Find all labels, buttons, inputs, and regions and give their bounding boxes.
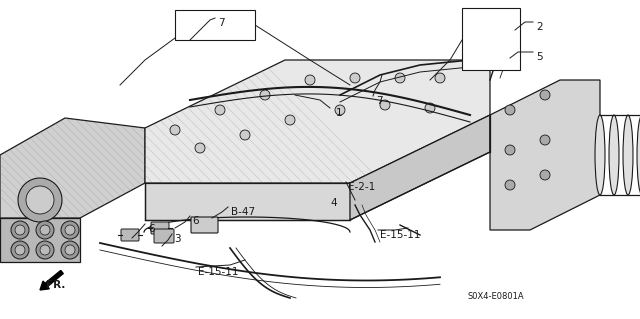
Text: E-15-11: E-15-11 xyxy=(198,267,239,277)
Circle shape xyxy=(540,90,550,100)
Circle shape xyxy=(15,225,25,235)
Polygon shape xyxy=(350,115,490,220)
FancyBboxPatch shape xyxy=(151,222,169,234)
Text: FR.: FR. xyxy=(46,280,65,290)
Circle shape xyxy=(395,73,405,83)
Circle shape xyxy=(61,241,79,259)
Text: 5: 5 xyxy=(536,52,543,62)
Circle shape xyxy=(65,245,75,255)
Circle shape xyxy=(260,90,270,100)
Polygon shape xyxy=(0,218,80,262)
Polygon shape xyxy=(175,10,255,40)
Polygon shape xyxy=(462,8,520,70)
Circle shape xyxy=(40,245,50,255)
Circle shape xyxy=(305,75,315,85)
Circle shape xyxy=(15,245,25,255)
Circle shape xyxy=(240,130,250,140)
Text: 6: 6 xyxy=(192,216,198,226)
Circle shape xyxy=(18,178,62,222)
Circle shape xyxy=(36,241,54,259)
Text: B-47: B-47 xyxy=(231,207,255,217)
Circle shape xyxy=(170,125,180,135)
Circle shape xyxy=(540,170,550,180)
Text: 7: 7 xyxy=(376,96,383,106)
Circle shape xyxy=(503,21,517,35)
Circle shape xyxy=(215,105,225,115)
Text: E-15-11: E-15-11 xyxy=(380,230,420,240)
Ellipse shape xyxy=(609,115,619,195)
Ellipse shape xyxy=(623,115,633,195)
Circle shape xyxy=(36,221,54,239)
Circle shape xyxy=(195,143,205,153)
Text: 3: 3 xyxy=(174,234,180,244)
Polygon shape xyxy=(145,183,350,220)
Circle shape xyxy=(11,241,29,259)
Circle shape xyxy=(380,100,390,110)
Circle shape xyxy=(61,221,79,239)
Text: 1: 1 xyxy=(336,108,342,118)
Circle shape xyxy=(65,225,75,235)
Circle shape xyxy=(540,135,550,145)
Circle shape xyxy=(40,225,50,235)
Ellipse shape xyxy=(637,115,640,195)
Circle shape xyxy=(505,40,515,50)
Text: 6: 6 xyxy=(148,224,155,234)
Circle shape xyxy=(335,105,345,115)
Circle shape xyxy=(425,103,435,113)
FancyBboxPatch shape xyxy=(191,217,218,233)
Polygon shape xyxy=(145,60,490,183)
Text: 4: 4 xyxy=(330,198,337,208)
Text: S0X4-E0801A: S0X4-E0801A xyxy=(468,292,525,301)
Circle shape xyxy=(505,180,515,190)
Polygon shape xyxy=(490,80,600,230)
Circle shape xyxy=(435,73,445,83)
Circle shape xyxy=(350,73,360,83)
Circle shape xyxy=(505,145,515,155)
FancyBboxPatch shape xyxy=(121,229,139,241)
Polygon shape xyxy=(0,118,145,218)
Circle shape xyxy=(505,105,515,115)
Circle shape xyxy=(11,221,29,239)
Text: 7: 7 xyxy=(218,18,225,28)
Circle shape xyxy=(501,49,519,67)
Ellipse shape xyxy=(595,115,605,195)
Text: 2: 2 xyxy=(536,22,543,32)
Circle shape xyxy=(285,115,295,125)
Circle shape xyxy=(26,186,54,214)
Text: E-2-1: E-2-1 xyxy=(348,182,375,192)
FancyArrow shape xyxy=(40,271,63,290)
FancyBboxPatch shape xyxy=(154,229,174,243)
